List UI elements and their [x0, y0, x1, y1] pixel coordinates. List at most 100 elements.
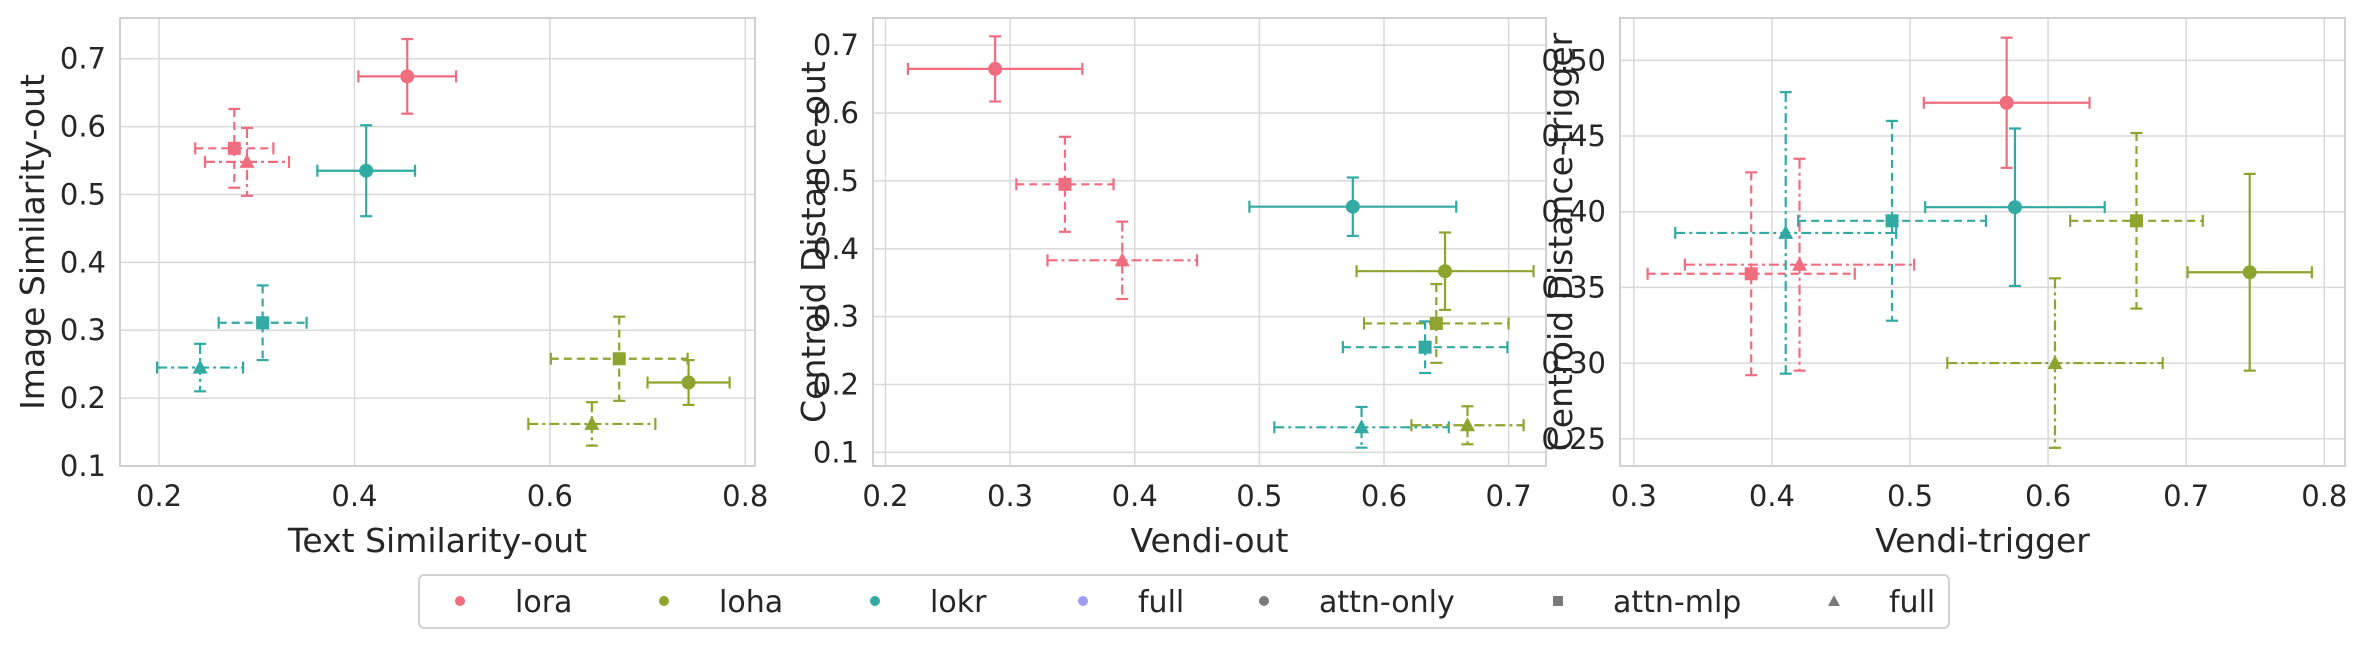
data-point-lokr-attn-mlp [217, 284, 308, 362]
plot-area [873, 18, 1546, 466]
data-point-lora-full [1046, 220, 1199, 301]
point-marker [1354, 419, 1370, 434]
y-axis-label: Centroid Distance-out [794, 61, 833, 423]
point-marker [239, 153, 255, 168]
x-tick-label: 0.7 [1486, 479, 1532, 513]
legend-marker [1828, 595, 1840, 606]
point-marker [1058, 177, 1072, 191]
data-point-loha-full [1410, 405, 1525, 446]
legend-label: lokr [930, 585, 987, 620]
y-tick-label: 0.5 [813, 164, 859, 198]
x-tick-label: 0.6 [1361, 479, 1407, 513]
y-tick-label: 0.4 [60, 245, 106, 279]
legend-label: full [1889, 585, 1935, 620]
point-marker [2242, 265, 2257, 280]
point-marker [1429, 316, 1443, 330]
data-point-lora-attn-only [1922, 36, 2091, 169]
y-tick-label: 0.25 [1541, 422, 1606, 456]
legend-marker [659, 596, 669, 606]
y-tick-label: 0.2 [60, 381, 106, 415]
point-marker [1778, 224, 1794, 239]
data-point-loha-attn-only [1355, 231, 1535, 311]
data-point-lora-attn-only [357, 37, 458, 115]
legend-label: lora [515, 585, 572, 620]
point-marker [192, 359, 208, 374]
x-tick-label: 0.2 [862, 479, 908, 513]
y-tick-label: 0.3 [813, 300, 859, 334]
legend-marker [455, 596, 465, 606]
chart-panel-3: 0.3 0.4 0.5 0.6 0.7 0.8 0.25 0.30 0.35 0.40 0.45 0.… [1541, 17, 2347, 560]
point-marker [400, 69, 415, 84]
data-point-lokr-attn-mlp [1797, 119, 1988, 322]
legend-label: full [1138, 585, 1184, 620]
legend-marker [1259, 596, 1269, 606]
data-point-lokr-full [156, 342, 245, 393]
point-marker [256, 316, 270, 330]
plot-frame [872, 17, 1547, 467]
y-tick-label: 0.5 [60, 177, 106, 211]
y-axis-label: Centroid Distance-trigger [1541, 32, 1580, 451]
y-tick-label: 0.2 [813, 368, 859, 402]
x-tick-label: 0.3 [1611, 479, 1657, 513]
data-point-lokr-attn-only [316, 124, 417, 218]
point-marker [359, 163, 374, 178]
legend-entry-attn-only: attn-only [1259, 585, 1455, 620]
x-tick-label: 0.5 [1236, 479, 1282, 513]
data-point-lokr-attn-mlp [1341, 320, 1509, 375]
legend-marker [1078, 596, 1088, 606]
point-marker [612, 352, 626, 366]
chart-panel-2: 0.2 0.3 0.4 0.5 0.6 0.70.10.20.30.40.50.60.7V… [794, 17, 1547, 560]
data-point-loha-attn-mlp [1362, 282, 1510, 364]
point-marker [1999, 95, 2014, 110]
x-tick-label: 0.3 [987, 479, 1033, 513]
x-tick-label: 0.8 [722, 479, 768, 513]
y-tick-label: 0.35 [1541, 270, 1606, 304]
x-tick-label: 0.5 [1887, 479, 1933, 513]
x-tick-label: 0.6 [527, 479, 573, 513]
point-marker [227, 141, 241, 155]
data-point-loha-attn-only [2186, 172, 2313, 372]
data-point-loha-attn-only [646, 359, 731, 407]
legend-label: attn-mlp [1613, 585, 1741, 620]
x-tick-label: 0.7 [2163, 479, 2209, 513]
y-tick-label: 0.6 [60, 110, 106, 144]
point-marker [1438, 264, 1453, 279]
point-marker [1418, 340, 1432, 354]
legend-entry-full: full [1828, 585, 1935, 620]
legend-entry-full: full [1078, 585, 1184, 620]
plot-frame [119, 17, 756, 467]
legend-marker [870, 596, 880, 606]
point-marker [1885, 214, 1899, 228]
y-tick-label: 0.50 [1541, 43, 1606, 77]
chart-panel-1: 0.2 0.4 0.6 0.8 0.1 0.2 0.3 0.4 0.5 0.6 0.7 Text Si… [13, 17, 768, 560]
legend-label: attn-only [1319, 585, 1455, 620]
point-marker [1744, 267, 1758, 281]
data-point-lora-attn-only [906, 35, 1084, 103]
x-tick-label: 0.2 [136, 479, 182, 513]
y-tick-label: 0.4 [813, 232, 859, 266]
data-point-loha-attn-mlp [2069, 131, 2204, 310]
point-marker [1792, 256, 1808, 271]
data-point-lora-full [1683, 157, 1916, 372]
x-axis-label: Text Similarity-out [287, 521, 587, 560]
y-tick-label: 0.6 [813, 96, 859, 130]
point-marker [681, 375, 696, 390]
x-tick-label: 0.4 [1749, 479, 1795, 513]
x-tick-label: 0.4 [1112, 479, 1158, 513]
legend-marker [1553, 596, 1563, 606]
plot-frame [1619, 17, 2346, 467]
point-marker [1114, 252, 1130, 267]
y-tick-label: 0.7 [60, 42, 106, 76]
y-tick-label: 0.40 [1541, 195, 1606, 229]
data-point-lokr-attn-only [1248, 176, 1458, 237]
data-point-lora-attn-mlp [1015, 135, 1115, 233]
y-tick-label: 0.1 [60, 449, 106, 483]
x-axis-label: Vendi-trigger [1875, 521, 2090, 560]
y-axis-label: Image Similarity-out [13, 74, 52, 410]
y-tick-label: 0.30 [1541, 346, 1606, 380]
y-tick-label: 0.7 [813, 28, 859, 62]
legend-box [418, 574, 1950, 629]
legend-entry-attn-mlp: attn-mlp [1553, 585, 1741, 620]
point-marker [1345, 199, 1360, 214]
data-point-lokr-full [1674, 91, 1898, 375]
